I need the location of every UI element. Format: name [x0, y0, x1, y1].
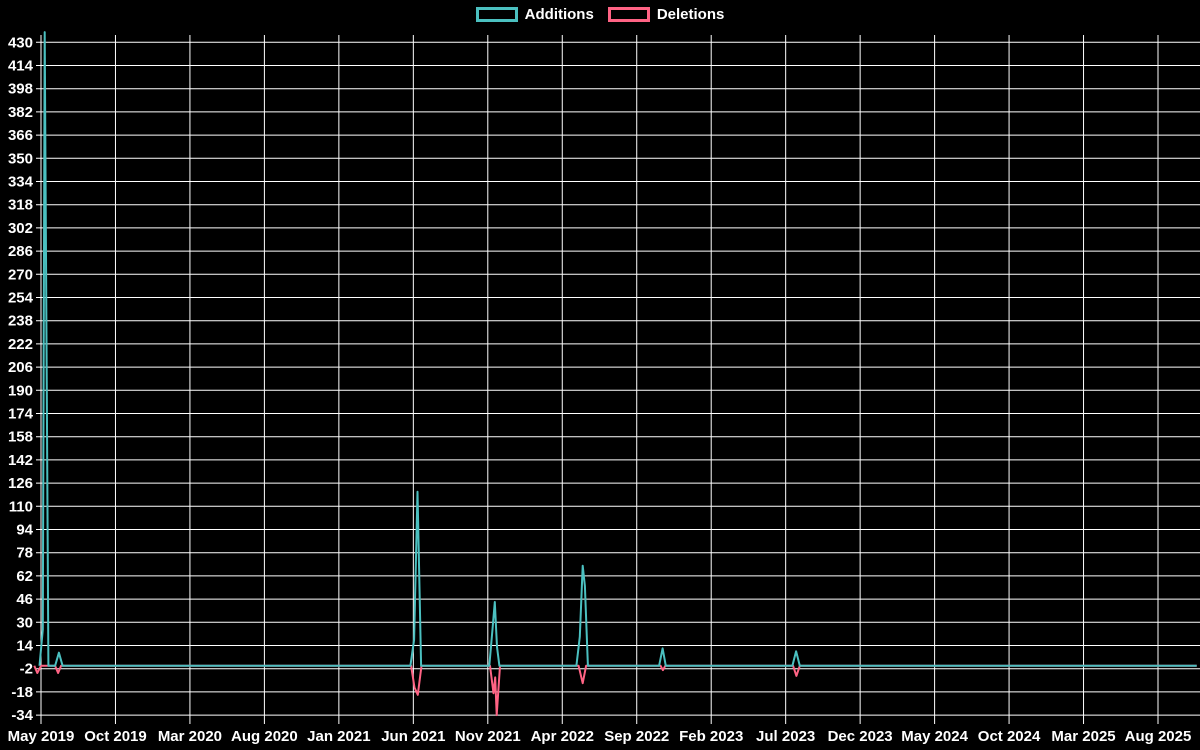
y-tick-label: 430 — [8, 34, 33, 51]
deletions-swatch-icon — [607, 7, 650, 22]
y-tick-label: 94 — [16, 522, 33, 539]
y-tick-label: 126 — [8, 475, 33, 492]
y-tick-label: 286 — [8, 243, 33, 260]
y-tick-label: 398 — [8, 81, 33, 98]
x-tick-label: Aug 2025 — [1125, 728, 1192, 745]
legend-item-deletions[interactable]: Deletions — [607, 6, 725, 23]
x-tick-label: Oct 2019 — [84, 728, 147, 745]
y-tick-label: 318 — [8, 197, 33, 214]
x-tick-label: Aug 2020 — [231, 728, 298, 745]
y-tick-label: 350 — [8, 150, 33, 167]
y-tick-label: 14 — [16, 638, 33, 655]
y-tick-label: 206 — [8, 359, 33, 376]
y-tick-label: 30 — [16, 614, 33, 631]
x-tick-label: Sep 2022 — [604, 728, 669, 745]
legend-label-additions: Additions — [524, 6, 594, 23]
y-tick-label: 158 — [8, 429, 33, 446]
y-tick-label: 254 — [8, 290, 34, 307]
y-tick-label: -34 — [11, 707, 33, 724]
y-tick-label: 222 — [8, 336, 33, 353]
x-tick-label: Mar 2020 — [158, 728, 222, 745]
x-tick-label: Mar 2025 — [1051, 728, 1115, 745]
x-tick-label: Dec 2023 — [828, 728, 893, 745]
y-tick-label: 110 — [9, 498, 33, 515]
x-tick-label: May 2024 — [901, 728, 968, 745]
y-tick-label: 334 — [8, 174, 34, 191]
y-tick-label: 414 — [8, 58, 34, 75]
y-tick-label: 190 — [8, 382, 33, 399]
x-tick-label: Jan 2021 — [307, 728, 370, 745]
x-tick-label: Jun 2021 — [381, 728, 445, 745]
additions-swatch-icon — [475, 7, 518, 22]
x-tick-label: Jul 2023 — [756, 728, 815, 745]
y-tick-label: 238 — [8, 313, 33, 330]
y-tick-label: 270 — [8, 266, 33, 283]
x-tick-label: May 2019 — [8, 728, 75, 745]
y-tick-label: 382 — [8, 104, 33, 121]
y-tick-label: 62 — [16, 568, 33, 585]
y-tick-label: 302 — [8, 220, 33, 237]
y-tick-label: 78 — [16, 545, 33, 562]
x-tick-label: Nov 2021 — [455, 728, 521, 745]
series-line-additions — [38, 31, 1197, 667]
y-tick-label: 142 — [8, 452, 33, 469]
x-tick-label: Oct 2024 — [978, 728, 1041, 745]
y-tick-label: 366 — [8, 127, 33, 144]
y-tick-label: 46 — [16, 591, 33, 608]
y-tick-label: 174 — [8, 406, 34, 423]
legend-label-deletions: Deletions — [656, 6, 725, 23]
x-tick-label: Apr 2022 — [531, 728, 594, 745]
y-tick-label: -18 — [11, 684, 33, 701]
y-tick-label: -2 — [20, 661, 33, 678]
chart-legend: Additions Deletions — [0, 6, 1200, 23]
series-line-deletions — [33, 664, 1197, 717]
legend-item-additions[interactable]: Additions — [475, 6, 594, 23]
x-tick-label: Feb 2023 — [679, 728, 743, 745]
